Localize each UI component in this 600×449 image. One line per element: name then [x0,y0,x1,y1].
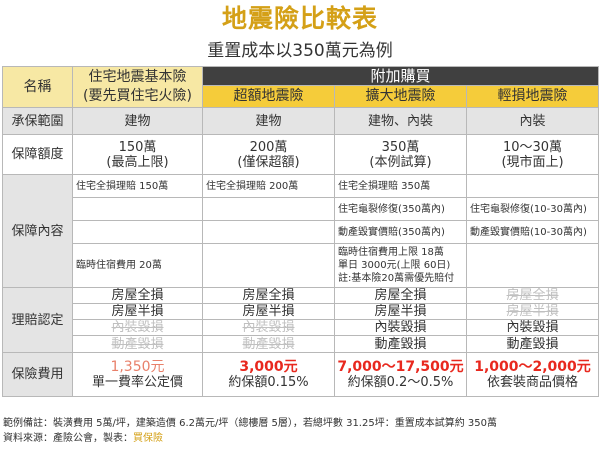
claims-excess-1: 房屋全損 [202,287,335,304]
content-basic-3 [72,220,203,244]
premium-excess: 3,000元 約保額0.15% [202,352,335,397]
header-name-label: 名稱 [2,66,73,108]
claims-excess-4: 動產毀損 [202,335,335,353]
row-label-claims: 理賠認定 [2,287,73,353]
scope-basic: 建物 [72,107,203,135]
content-extended-4: 臨時住宿費用上限 18萬 單日 3000元(上限 60日) 註:基本險20萬需優… [334,243,467,288]
header-basic: 住宅地震基本險 (要先買住宅火險) [72,66,203,108]
content-minor-4 [465,243,600,288]
claims-extended-3: 內裝毀損 [334,319,467,336]
content-minor-2: 住宅龜裂修復(10-30萬內) [465,197,600,221]
amount-extended: 350萬 (本例試算) [334,134,467,175]
content-excess-2 [202,197,335,221]
claims-basic-4: 動產毀損 [72,335,203,353]
amount-excess-note: (僅保超額) [237,154,300,170]
content-extended-3: 動產毀實價賠(350萬內) [334,220,467,244]
claims-extended-4: 動產毀損 [334,335,467,353]
content-extended-1: 住宅全損理賠 350萬 [334,174,467,198]
content-basic-1: 住宅全損理賠 150萬 [72,174,203,198]
claims-excess-2: 房屋半損 [202,303,335,320]
row-label-coverage-content: 保障內容 [2,174,73,288]
premium-basic: 1,350元 單一費率公定價 [72,352,203,397]
amount-extended-value: 350萬 [381,139,420,155]
footer-source: 資料來源：產險公會，製表：買保險 [3,431,597,446]
amount-excess: 200萬 (僅保超額) [202,134,335,175]
page-subtitle: 重置成本以350萬元為例 [207,41,393,61]
row-label-premium: 保險費用 [2,352,73,397]
amount-minor: 10～30萬 (現市面上) [465,134,600,175]
content-extended-lodging: 臨時住宿費用上限 18萬 [338,247,444,258]
footer-note: 範例備註：裝潢費用 5萬/坪，建築造價 6.2萬元/坪（總樓層 5層），若總坪數… [3,418,497,429]
content-extended-daily: 單日 3000元(上限 60日) [338,260,451,271]
amount-minor-value: 10～30萬 [502,139,563,155]
row-label-coverage-amount: 保障額度 [2,134,73,175]
amount-basic-value: 150萬 [118,139,157,155]
claims-excess-3: 內裝毀損 [202,319,335,336]
claims-basic-1: 房屋全損 [72,287,203,304]
scope-minor: 內裝 [465,107,600,135]
premium-basic-price: 1,350元 [110,358,165,375]
content-basic-2 [72,197,203,221]
comparison-table: 名稱 住宅地震基本險 (要先買住宅火險) 附加購買 超額地震險 擴大地震險 輕損… [2,66,600,397]
content-minor-3: 動產毀實價賠(10-30萬內) [465,220,600,244]
claims-minor-4: 動產毀損 [465,335,600,353]
content-extended-note: 註:基本險20萬需優先賠付 [338,273,455,284]
claims-basic-2: 房屋半損 [72,303,203,320]
premium-basic-note: 單一費率公定價 [91,374,183,390]
page-title: 地震險比較表 [221,4,378,33]
premium-extended-note: 約保額0.2～0.5% [347,374,454,390]
row-label-coverage-scope: 承保範圍 [2,107,73,135]
content-basic-4: 臨時住宿費用 20萬 [72,243,203,288]
claims-basic-3: 內裝毀損 [72,319,203,336]
header-excess: 超額地震險 [202,85,335,108]
premium-excess-price: 3,000元 [239,358,298,375]
footer: 範例備註：裝潢費用 5萬/坪，建築造價 6.2萬元/坪（總樓層 5層），若總坪數… [3,416,597,446]
scope-excess: 建物 [202,107,335,135]
claims-minor-1: 房屋全損 [465,287,600,304]
content-excess-3 [202,220,335,244]
header-basic-line2: (要先買住宅火險) [83,88,192,104]
content-excess-4 [202,243,335,288]
amount-basic: 150萬 (最高上限) [72,134,203,175]
content-extended-2: 住宅龜裂修復(350萬內) [334,197,467,221]
premium-extended-price: 7,000～17,500元 [337,358,464,375]
amount-extended-note: (本例試算) [369,154,432,170]
premium-minor: 1,000～2,000元 依套裝商品價格 [465,352,600,397]
footer-source-prefix: 資料來源：產險公會，製表： [3,433,133,444]
header-basic-line1: 住宅地震基本險 [88,69,187,85]
content-excess-1: 住宅全損理賠 200萬 [202,174,335,198]
claims-minor-2: 房屋半損 [465,303,600,320]
premium-excess-note: 約保額0.15% [228,374,309,390]
header-addon-label: 附加購買 [201,66,600,86]
header-minor: 輕損地震險 [465,85,600,108]
footer-brand-link[interactable]: 買保險 [133,433,163,444]
amount-basic-note: (最高上限) [106,154,169,170]
page-header: 地震險比較表 重置成本以350萬元為例 [0,0,600,66]
scope-extended: 建物、內裝 [334,107,467,135]
claims-minor-3: 內裝毀損 [465,319,600,336]
amount-excess-value: 200萬 [249,139,288,155]
claims-extended-1: 房屋全損 [334,287,467,304]
claims-extended-2: 房屋半損 [334,303,467,320]
premium-extended: 7,000～17,500元 約保額0.2～0.5% [334,352,467,397]
content-minor-1 [465,174,600,198]
premium-minor-note: 依套裝商品價格 [487,374,579,390]
amount-minor-note: (現市面上) [501,154,564,170]
premium-minor-price: 1,000～2,000元 [474,358,591,375]
header-extended: 擴大地震險 [334,85,467,108]
